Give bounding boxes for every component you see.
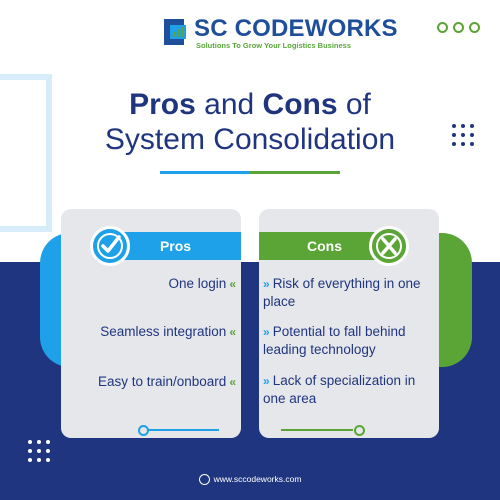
footer: www.sccodeworks.com	[0, 474, 500, 486]
pros-item-label: Easy to train/onboard	[97, 374, 227, 389]
pros-header: Pros	[159, 238, 192, 254]
double-chevron-right-icon: »	[263, 277, 270, 291]
page-title-line2: System Consolidation	[104, 123, 396, 156]
double-chevron-left-icon: «	[229, 277, 236, 291]
title-and: and	[195, 88, 263, 121]
logo-icon	[160, 16, 190, 48]
x-circle-icon	[369, 226, 409, 266]
cons-item: » Potential to fall behind leading techno…	[263, 323, 435, 358]
cons-item-label: Potential to fall behind leading technol…	[263, 324, 406, 357]
cons-slider-knob	[354, 425, 365, 436]
double-chevron-right-icon: »	[263, 374, 270, 388]
globe-icon	[198, 474, 210, 486]
title-of: of	[337, 88, 371, 121]
double-chevron-right-icon: »	[263, 325, 270, 339]
title-underline-green	[250, 171, 340, 174]
decorative-frame	[0, 74, 52, 232]
pros-item: Seamless integration «	[100, 324, 236, 339]
title-pros: Pros	[129, 88, 196, 121]
website-link[interactable]: www.sccodeworks.com	[213, 474, 302, 484]
pros-item: Easy to train/onboard «	[98, 374, 236, 389]
logo-name: SC CODEWORKS	[194, 15, 398, 42]
pros-header-bar	[110, 232, 241, 260]
pros-item-label: Seamless integration	[100, 324, 227, 339]
ring-icon	[469, 22, 480, 33]
page-title-line1: Pros and Cons of	[0, 88, 500, 122]
cons-item: » Risk of everything in one place	[263, 275, 435, 310]
check-circle-icon	[90, 226, 130, 266]
cons-item: » Lack of specialization in one area	[263, 372, 435, 407]
cons-header: Cons	[307, 238, 342, 254]
decorative-dots	[437, 22, 480, 33]
pros-slider-knob	[138, 425, 149, 436]
title-cons: Cons	[262, 88, 338, 121]
cons-header-bar	[259, 232, 390, 260]
cons-item-label: Risk of everything in one place	[263, 276, 421, 309]
pros-item: One login «	[169, 276, 236, 291]
dot-grid	[452, 124, 474, 146]
pros-slider-line	[147, 429, 219, 431]
dot-grid	[28, 440, 50, 462]
logo-tagline: Solutions To Grow Your Logistics Busines…	[196, 41, 352, 50]
cons-item-label: Lack of specialization in one area	[263, 373, 416, 406]
double-chevron-left-icon: «	[229, 375, 236, 389]
double-chevron-left-icon: «	[229, 325, 236, 339]
ring-icon	[437, 22, 448, 33]
title-underline-blue	[160, 171, 250, 174]
cons-slider-line	[281, 429, 353, 431]
pros-item-label: One login	[168, 276, 227, 291]
ring-icon	[453, 22, 464, 33]
